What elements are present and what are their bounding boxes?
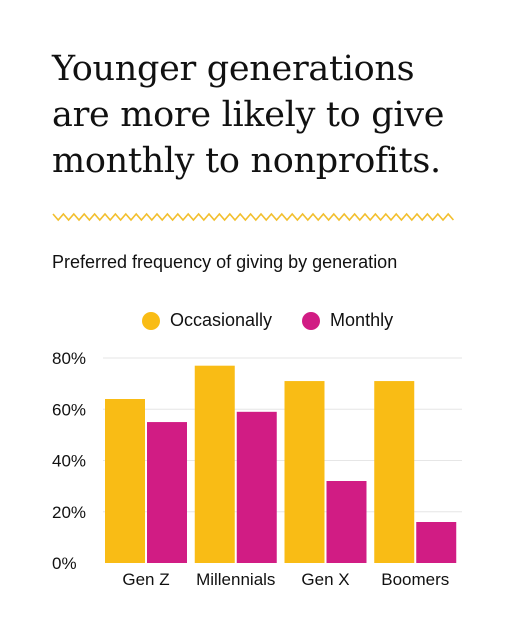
bar-occasionally-gen-z [105, 399, 145, 563]
bar-occasionally-boomers [374, 381, 415, 563]
legend-item-monthly: Monthly [302, 310, 393, 331]
bar-monthly-gen-x [326, 481, 367, 563]
bar-monthly-boomers [416, 522, 457, 563]
zigzag-divider [52, 212, 455, 222]
bar-monthly-millennials [236, 411, 277, 563]
bar-occasionally-gen-x [284, 381, 325, 563]
x-tick-label: Gen Z [122, 570, 169, 589]
bar-chart: 0% 20% 40% 60% 80% Gen Z Millennials Gen X Boome… [52, 349, 462, 589]
legend-swatch-occasionally [142, 311, 160, 330]
x-tick-label: Boomers [381, 570, 449, 589]
y-tick-label: 0% [52, 554, 77, 573]
y-tick-label: 60% [52, 400, 86, 419]
y-tick-label: 20% [52, 503, 86, 522]
legend-label-occasionally: Occasionally [170, 310, 273, 330]
y-tick-label: 80% [52, 349, 86, 368]
headline: Younger generations are more likely to g… [52, 49, 445, 181]
bar-occasionally-millennials [194, 365, 235, 563]
x-tick-label: Gen X [301, 570, 349, 589]
legend-label-monthly: Monthly [330, 310, 394, 330]
chart-subtitle: Preferred frequency of giving by generat… [52, 252, 398, 272]
chart-legend: Occasionally Monthly [142, 310, 393, 331]
y-tick-label: 40% [52, 452, 86, 471]
x-tick-label: Millennials [196, 570, 275, 589]
legend-swatch-monthly [302, 311, 321, 330]
legend-item-occasionally: Occasionally [142, 310, 272, 331]
bar-monthly-gen-z [147, 422, 187, 563]
